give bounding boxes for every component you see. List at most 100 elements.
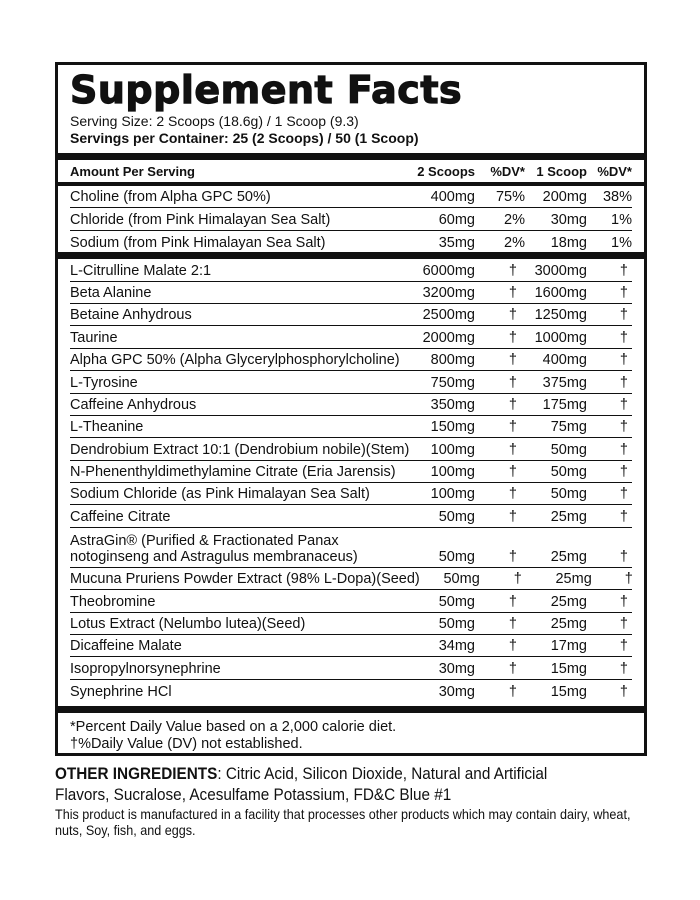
header-2-scoops: 2 Scoops <box>417 164 475 179</box>
footnote-dv: *Percent Daily Value based on a 2,000 ca… <box>70 719 397 736</box>
amount-2-scoops: 60mg <box>438 211 475 228</box>
dv-2-scoops: † <box>508 329 517 346</box>
amount-2-scoops: 34mg <box>438 638 475 655</box>
dv-2-scoops: 2% <box>504 235 525 252</box>
header-dv-2: %DV* <box>597 164 632 179</box>
dv-1-scoop: † <box>619 638 628 655</box>
amount-1-scoop: 400mg <box>542 352 587 369</box>
amount-1-scoop: 25mg <box>550 616 587 633</box>
nutrient-row: Chloride (from Pink Himalayan Sea Salt) 6… <box>70 208 632 231</box>
divider <box>58 182 644 186</box>
name: Taurine <box>70 329 118 346</box>
ingredient-row: L-Theanine 150mg † 75mg † <box>70 416 632 439</box>
amount-2-scoops: 100mg <box>430 486 475 503</box>
footnote-dagger: †%Daily Value (DV) not established. <box>70 736 303 753</box>
amount-1-scoop: 25mg <box>550 548 587 565</box>
amount-1-scoop: 30mg <box>550 211 587 228</box>
dv-1-scoop: † <box>619 441 628 458</box>
amount-1-scoop: 50mg <box>550 441 587 458</box>
dv-1-scoop: † <box>619 329 628 346</box>
ingredient-row: Caffeine Citrate 50mg † 25mg † <box>70 505 632 528</box>
dv-1-scoop: 1% <box>611 235 632 252</box>
name: Chloride (from Pink Himalayan Sea Salt) <box>70 211 331 228</box>
amount-2-scoops: 6000mg <box>422 262 475 279</box>
dv-1-scoop: † <box>619 419 628 436</box>
other-ingredients: OTHER INGREDIENTS: Citric Acid, Silicon … <box>55 763 595 805</box>
amount-1-scoop: 75mg <box>550 419 587 436</box>
name: Alpha GPC 50% (Alpha Glycerylphosphorylc… <box>70 352 400 369</box>
ingredient-row: Beta Alanine 3200mg † 1600mg † <box>70 282 632 304</box>
amount-2-scoops: 50mg <box>438 593 475 610</box>
ingredient-row: L-Citrulline Malate 2:1 6000mg † 3000mg † <box>70 259 632 282</box>
name: L-Tyrosine <box>70 374 138 391</box>
amount-1-scoop: 25mg <box>555 571 592 588</box>
ingredient-row: L-Tyrosine 750mg † 375mg † <box>70 371 632 394</box>
ingredients-list: L-Citrulline Malate 2:1 6000mg † 3000mg † Bet… <box>70 259 633 702</box>
ingredient-row: Mucuna Pruriens Powder Extract (98% L-Do… <box>70 568 633 591</box>
nutrient-row: Sodium (from Pink Himalayan Sea Salt) 35m… <box>70 231 632 253</box>
dv-2-scoops: † <box>508 352 517 369</box>
ingredient-row: AstraGin® (Purified & Fractionated Panax… <box>70 528 632 568</box>
amount-1-scoop: 15mg <box>550 660 587 677</box>
amount-2-scoops: 400mg <box>430 189 475 206</box>
ingredient-row: Dicaffeine Malate 34mg † 17mg † <box>70 635 632 658</box>
amount-2-scoops: 2000mg <box>422 329 475 346</box>
amount-1-scoop: 50mg <box>550 486 587 503</box>
name: Mucuna Pruriens Powder Extract (98% L-Do… <box>70 571 420 588</box>
dv-1-scoop: † <box>619 684 628 701</box>
dv-1-scoop: † <box>619 486 628 503</box>
dv-2-scoops: † <box>508 548 517 565</box>
name: AstraGin® (Purified & Fractionated Panax… <box>70 532 358 565</box>
name: Lotus Extract (Nelumbo lutea)(Seed) <box>70 616 306 633</box>
dv-2-scoops: † <box>508 396 517 413</box>
dv-2-scoops: † <box>508 660 517 677</box>
name: Dendrobium Extract 10:1 (Dendrobium nobi… <box>70 441 410 458</box>
amount-2-scoops: 150mg <box>430 419 475 436</box>
amount-2-scoops: 50mg <box>438 508 475 525</box>
name: Theobromine <box>70 593 156 610</box>
dv-1-scoop: † <box>619 616 628 633</box>
ingredient-row: Isopropylnorsynephrine 30mg † 15mg † <box>70 657 632 680</box>
dv-1-scoop: † <box>624 571 633 588</box>
amount-1-scoop: 1600mg <box>534 284 587 301</box>
name: L-Citrulline Malate 2:1 <box>70 262 212 279</box>
dv-2-scoops: † <box>508 464 517 481</box>
dv-2-scoops: † <box>508 419 517 436</box>
name: Choline (from Alpha GPC 50%) <box>70 189 271 206</box>
header-label: Amount Per Serving <box>70 164 195 179</box>
dv-1-scoop: † <box>619 307 628 324</box>
dv-1-scoop: † <box>619 374 628 391</box>
dv-2-scoops: † <box>508 684 517 701</box>
amount-2-scoops: 800mg <box>430 352 475 369</box>
dv-2-scoops: † <box>508 441 517 458</box>
dv-1-scoop: † <box>619 262 628 279</box>
ingredient-row: N-Phenenthyldimethylamine Citrate (Eria … <box>70 461 632 484</box>
other-ingredients-label: OTHER INGREDIENTS <box>55 764 218 783</box>
amount-2-scoops: 50mg <box>438 616 475 633</box>
amount-1-scoop: 1000mg <box>534 329 587 346</box>
name: Caffeine Citrate <box>70 508 171 525</box>
name: Betaine Anhydrous <box>70 307 192 324</box>
footnotes: *Percent Daily Value based on a 2,000 ca… <box>70 713 632 753</box>
dv-2-scoops: † <box>508 486 517 503</box>
dv-2-scoops: 75% <box>495 189 525 206</box>
amount-1-scoop: 175mg <box>542 396 587 413</box>
serving-size: Serving Size: 2 Scoops (18.6g) / 1 Scoop… <box>70 113 359 129</box>
amount-2-scoops: 3200mg <box>422 284 475 301</box>
name: Isopropylnorsynephrine <box>70 660 221 677</box>
column-header: Amount Per Serving 2 Scoops %DV* 1 Scoop… <box>70 160 632 182</box>
name: Sodium Chloride (as Pink Himalayan Sea S… <box>70 486 370 503</box>
dv-2-scoops: † <box>508 307 517 324</box>
ingredient-row: Sodium Chloride (as Pink Himalayan Sea S… <box>70 483 632 506</box>
dv-2-scoops: † <box>508 374 517 391</box>
dv-2-scoops: † <box>513 571 522 588</box>
amount-2-scoops: 50mg <box>438 548 475 565</box>
header-1-scoop: 1 Scoop <box>536 164 587 179</box>
name: Caffeine Anhydrous <box>70 396 197 413</box>
allergen-disclaimer: This product is manufactured in a facili… <box>55 806 631 838</box>
header-dv-1: %DV* <box>490 164 525 179</box>
dv-2-scoops: † <box>508 262 517 279</box>
servings-per-container: Servings per Container: 25 (2 Scoops) / … <box>70 130 419 146</box>
ingredient-row: Lotus Extract (Nelumbo lutea)(Seed) 50mg †… <box>70 613 632 636</box>
name: L-Theanine <box>70 419 144 436</box>
